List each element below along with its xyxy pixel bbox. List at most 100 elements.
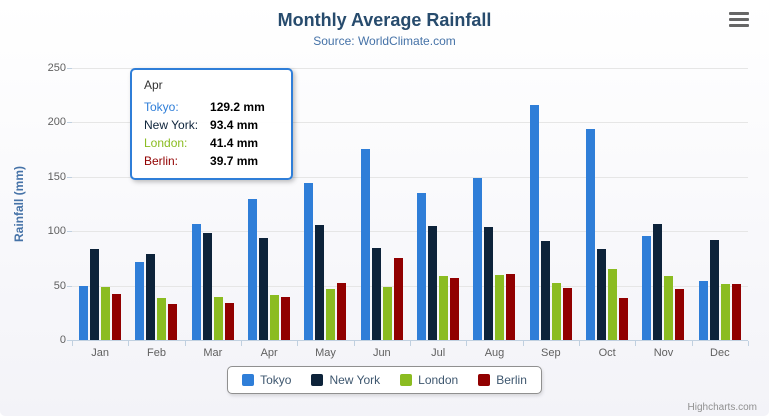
- plot-area: [67, 68, 748, 341]
- bar-new-york-aug[interactable]: [484, 226, 494, 340]
- tooltip-row-new-york: New York: 93.4 mm: [144, 116, 265, 134]
- bar-new-york-feb[interactable]: [146, 254, 156, 340]
- bar-london-jan[interactable]: [101, 286, 111, 340]
- x-tick-mark: [128, 341, 130, 346]
- tooltip-series-name: London:: [144, 136, 188, 150]
- bar-berlin-apr[interactable]: [281, 296, 291, 340]
- x-axis-label-apr: Apr: [260, 347, 278, 359]
- legend: Tokyo New York London Berlin: [227, 366, 542, 394]
- legend-swatch-london: [400, 374, 413, 386]
- bar-london-jul[interactable]: [439, 275, 449, 340]
- gridline-50: [72, 285, 748, 287]
- tooltip-series-value: 39.7 mm: [210, 154, 259, 168]
- bar-berlin-feb[interactable]: [168, 303, 178, 340]
- bar-tokyo-jul[interactable]: [417, 192, 427, 340]
- bar-tokyo-aug[interactable]: [473, 178, 483, 340]
- bar-tokyo-jan[interactable]: [79, 285, 89, 340]
- legend-label-berlin: Berlin: [496, 373, 527, 387]
- x-tick-mark: [410, 341, 411, 346]
- bar-new-york-jan[interactable]: [90, 249, 100, 340]
- export-menu-hamburger-icon[interactable]: [729, 12, 749, 27]
- x-axis-label-may: May: [315, 347, 336, 359]
- bar-tokyo-apr[interactable]: [248, 199, 258, 340]
- y-axis-label-200: 200: [47, 116, 66, 129]
- bar-berlin-mar[interactable]: [224, 302, 234, 340]
- bar-new-york-jul[interactable]: [428, 225, 438, 340]
- bar-berlin-dec[interactable]: [731, 284, 741, 340]
- bar-group-jan: [72, 68, 128, 340]
- bar-london-dec[interactable]: [720, 284, 730, 340]
- bar-tokyo-jun[interactable]: [360, 148, 370, 340]
- bar-berlin-sep[interactable]: [562, 288, 572, 340]
- legend-swatch-tokyo: [242, 374, 255, 386]
- bar-new-york-sep[interactable]: [540, 240, 550, 340]
- bar-berlin-may[interactable]: [337, 282, 347, 340]
- bar-london-jun[interactable]: [382, 287, 392, 340]
- bar-berlin-oct[interactable]: [619, 297, 629, 340]
- tooltip-row-berlin: Berlin: 39.7 mm: [144, 152, 265, 170]
- bar-tokyo-nov[interactable]: [642, 236, 652, 340]
- bar-group-feb: [128, 68, 184, 340]
- bar-new-york-nov[interactable]: [653, 224, 663, 340]
- bar-new-york-may[interactable]: [315, 224, 325, 340]
- tooltip-row-london: London: 41.4 mm: [144, 134, 265, 152]
- legend-swatch-berlin: [478, 374, 491, 386]
- legend-item-tokyo[interactable]: Tokyo: [242, 373, 291, 387]
- bar-tokyo-feb[interactable]: [135, 262, 145, 340]
- bar-london-sep[interactable]: [551, 283, 561, 340]
- x-axis-label-mar: Mar: [203, 347, 223, 359]
- y-tick-mark: [67, 231, 72, 233]
- bar-berlin-nov[interactable]: [675, 289, 685, 340]
- legend-swatch-new-york: [311, 374, 324, 386]
- y-axis-label-50: 50: [53, 279, 66, 292]
- bar-berlin-aug[interactable]: [506, 274, 516, 340]
- tooltip-series-value: 93.4 mm: [210, 118, 259, 132]
- bar-london-nov[interactable]: [664, 275, 674, 340]
- bar-tokyo-may[interactable]: [304, 183, 314, 340]
- hamburger-line: [729, 18, 749, 21]
- gridline-200: [72, 122, 748, 124]
- x-axis-label-oct: Oct: [598, 347, 616, 359]
- bar-group-oct: [579, 68, 635, 340]
- x-axis-label-aug: Aug: [484, 347, 505, 359]
- x-tick-mark: [353, 341, 355, 346]
- legend-item-new-york[interactable]: New York: [311, 373, 380, 387]
- bar-berlin-jul[interactable]: [450, 277, 460, 340]
- bar-london-mar[interactable]: [213, 297, 223, 340]
- legend-item-berlin[interactable]: Berlin: [478, 373, 527, 387]
- x-tick-mark: [579, 341, 580, 346]
- x-axis-label-jul: Jul: [431, 347, 446, 359]
- legend-wrap: Tokyo New York London Berlin: [0, 366, 769, 394]
- y-axis-title: Rainfall (mm): [12, 166, 26, 243]
- bar-tokyo-mar[interactable]: [191, 224, 201, 340]
- x-tick-mark: [72, 341, 73, 346]
- bar-group-mar: [185, 68, 241, 340]
- legend-item-london[interactable]: London: [400, 373, 458, 387]
- bar-new-york-jun[interactable]: [371, 248, 381, 340]
- bar-tokyo-oct[interactable]: [586, 128, 596, 340]
- gridline-150: [72, 176, 748, 178]
- x-tick-mark: [184, 341, 186, 346]
- bar-london-may[interactable]: [326, 288, 336, 340]
- bar-tokyo-sep[interactable]: [529, 104, 539, 340]
- tooltip-table: Tokyo: 129.2 mm New York: 93.4 mm London: 41.…: [144, 98, 265, 170]
- bar-london-apr[interactable]: [270, 295, 280, 340]
- bar-new-york-mar[interactable]: [202, 232, 212, 340]
- bar-new-york-apr[interactable]: [259, 238, 269, 340]
- bar-new-york-dec[interactable]: [709, 239, 719, 340]
- gridline-250: [72, 68, 748, 69]
- bar-london-oct[interactable]: [608, 269, 618, 340]
- bar-berlin-jun[interactable]: [393, 257, 403, 340]
- credits-link[interactable]: Highcharts.com: [687, 402, 757, 413]
- bar-berlin-jan[interactable]: [112, 293, 122, 340]
- bar-group-may: [297, 68, 353, 340]
- bar-london-aug[interactable]: [495, 275, 505, 340]
- bar-new-york-oct[interactable]: [597, 249, 607, 340]
- bar-london-feb[interactable]: [157, 297, 167, 340]
- bar-tokyo-dec[interactable]: [698, 280, 708, 340]
- legend-label-london: London: [418, 373, 459, 387]
- y-tick-mark: [67, 68, 72, 69]
- y-axis-label-150: 150: [47, 170, 66, 183]
- tooltip-row-tokyo: Tokyo: 129.2 mm: [144, 98, 265, 116]
